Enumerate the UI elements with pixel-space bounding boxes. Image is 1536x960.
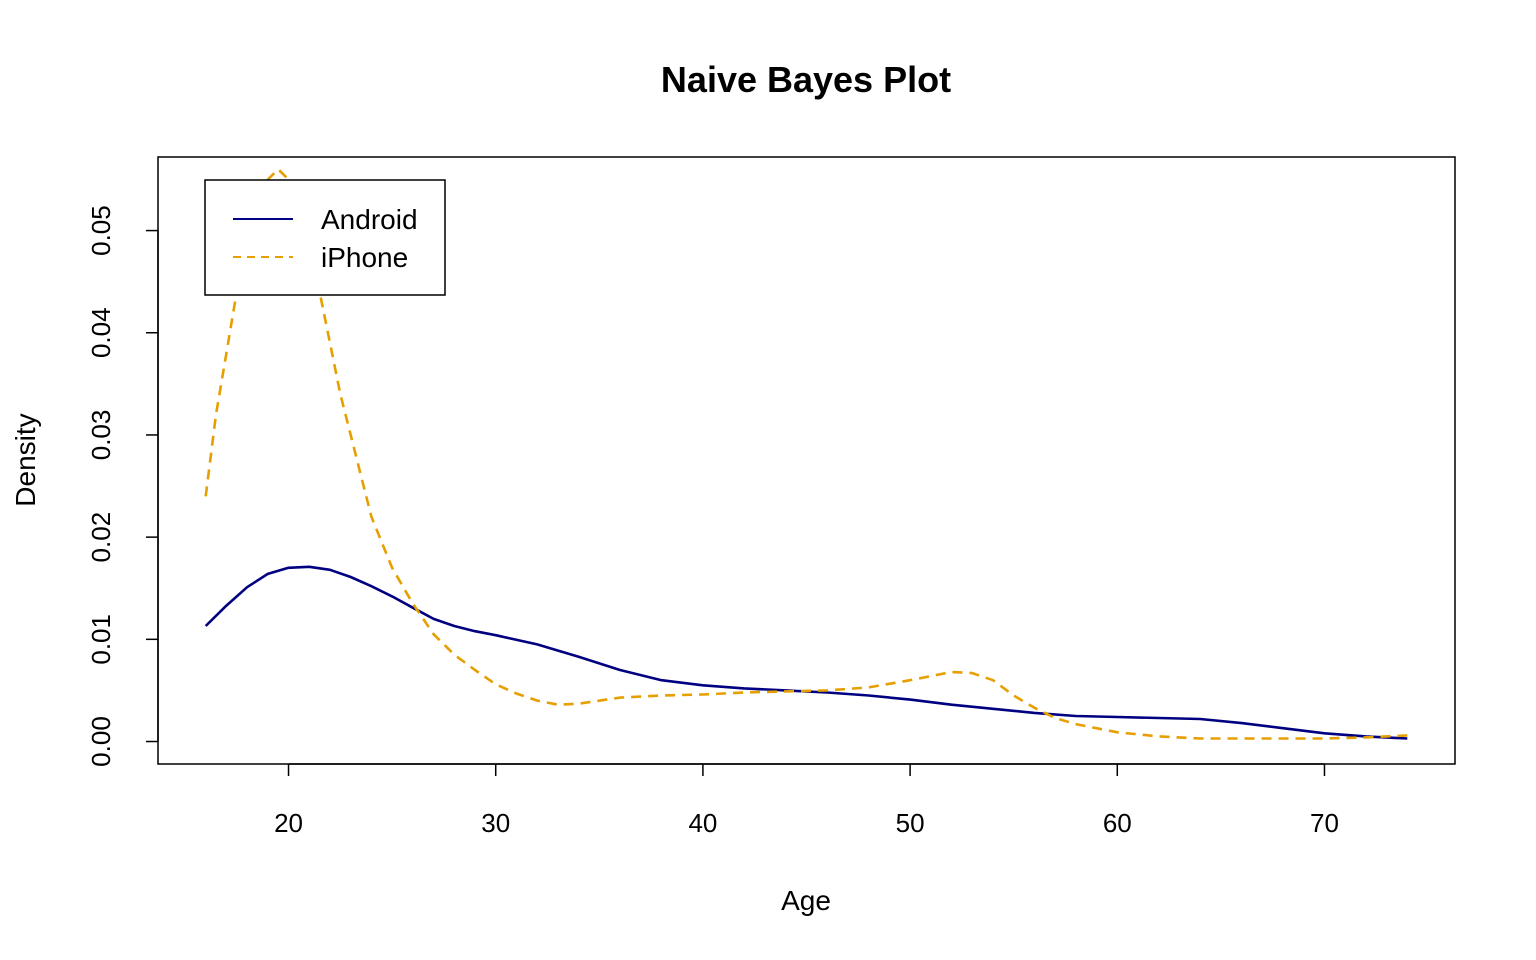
chart-title: Naive Bayes Plot xyxy=(661,59,951,100)
legend-label-iphone: iPhone xyxy=(321,242,408,273)
y-tick-label: 0.01 xyxy=(86,614,116,665)
x-tick-label: 20 xyxy=(274,808,303,838)
x-tick-label: 50 xyxy=(896,808,925,838)
x-tick-label: 40 xyxy=(688,808,717,838)
y-tick-label: 0.00 xyxy=(86,716,116,767)
series-line-iphone xyxy=(204,168,1408,740)
series-layer xyxy=(204,168,1408,740)
y-tick-label: 0.02 xyxy=(86,512,116,563)
legend-box xyxy=(204,179,446,296)
y-tick-label: 0.03 xyxy=(86,410,116,461)
x-axis-label: Age xyxy=(781,885,831,916)
y-tick-label: 0.05 xyxy=(86,205,116,256)
y-axis-label: Density xyxy=(10,413,41,506)
x-tick-label: 60 xyxy=(1103,808,1132,838)
legend-label-android: Android xyxy=(321,204,418,235)
legend: Android iPhone xyxy=(204,179,446,296)
x-tick-label: 70 xyxy=(1310,808,1339,838)
x-tick-label: 30 xyxy=(481,808,510,838)
series-line-android xyxy=(204,565,1408,740)
y-tick-label: 0.04 xyxy=(86,307,116,358)
x-axis: 20 30 40 50 60 70 xyxy=(274,763,1339,838)
y-axis: 0.00 0.01 0.02 0.03 0.04 0.05 xyxy=(86,205,159,767)
